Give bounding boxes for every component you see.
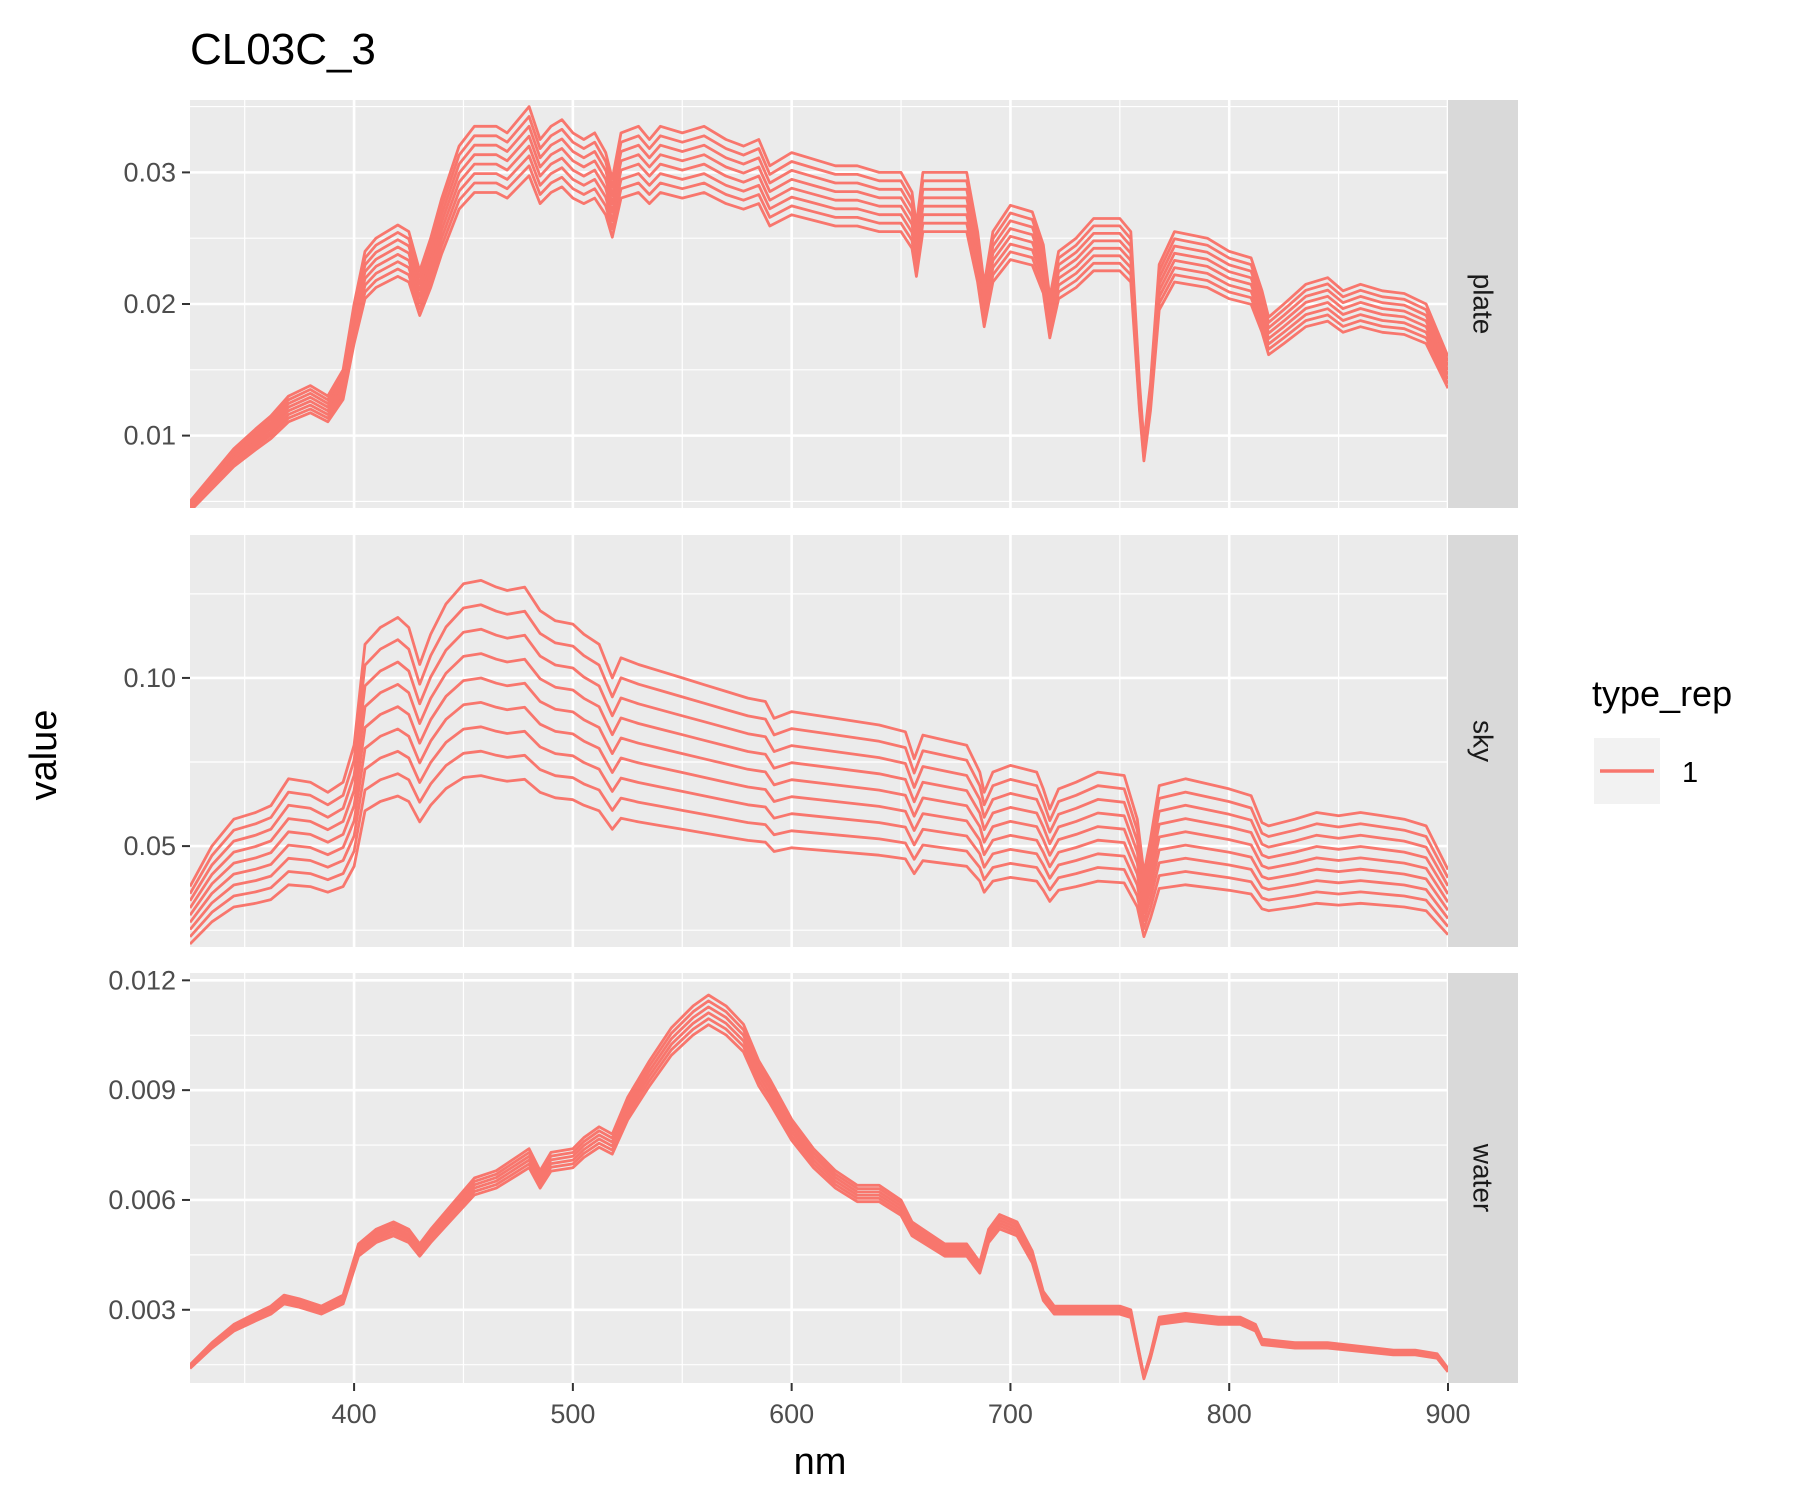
series-line	[190, 749, 1448, 938]
series-line	[190, 1023, 1448, 1381]
x-tick-label: 600	[769, 1399, 814, 1429]
legend: type_rep 1	[1592, 673, 1732, 804]
series-line	[190, 652, 1448, 909]
x-tick-label: 700	[988, 1399, 1033, 1429]
series-line	[190, 774, 1448, 945]
y-tick-label: 0.012	[108, 965, 176, 995]
panel-background	[190, 973, 1448, 1383]
facet-strip	[1448, 535, 1518, 947]
series-line	[190, 579, 1448, 888]
series-lines-sky	[190, 579, 1448, 945]
series-line	[190, 124, 1448, 506]
facet-strip	[1448, 100, 1518, 508]
series-line	[190, 154, 1448, 508]
series-line	[190, 701, 1448, 924]
series-line	[190, 676, 1448, 917]
facet-panels: 0.010.020.03plate0.050.10sky0.0030.0060.…	[108, 100, 1518, 1429]
series-line	[190, 603, 1448, 895]
y-tick-label: 0.02	[123, 289, 176, 319]
y-tick-label: 0.006	[108, 1185, 176, 1215]
series-line	[190, 115, 1448, 504]
y-tick-label: 0.003	[108, 1295, 176, 1325]
legend-title: type_rep	[1592, 673, 1732, 714]
y-tick-label: 0.03	[123, 157, 176, 187]
facet-strip-label-plate: plate	[1468, 274, 1499, 335]
y-tick-label: 0.01	[123, 421, 176, 451]
x-tick-label: 900	[1425, 1399, 1470, 1429]
y-tick-label: 0.10	[123, 663, 176, 693]
legend-label: 1	[1682, 757, 1698, 789]
x-tick-label: 500	[550, 1399, 595, 1429]
facet-panel-sky: 0.05 0.10 sky	[123, 535, 1518, 947]
series-lines-plate	[190, 105, 1448, 508]
facet-panel-water: 0.003 0.006 0.009 0.012 water	[108, 965, 1518, 1383]
chart-title: CL03C_3	[190, 25, 376, 74]
facet-strip-label-sky: sky	[1468, 720, 1499, 762]
series-line	[190, 1011, 1448, 1379]
series-line	[190, 999, 1448, 1378]
series-line	[190, 105, 1448, 503]
series-line	[190, 144, 1448, 508]
series-line	[190, 993, 1448, 1378]
facet-strip	[1448, 973, 1518, 1383]
series-line	[190, 1017, 1448, 1380]
series-line	[190, 134, 1448, 507]
series-lines-water	[190, 993, 1448, 1381]
series-line	[190, 627, 1448, 902]
facet-panel-plate: 0.01 0.02 0.03 plate	[123, 100, 1518, 508]
y-tick-label: 0.009	[108, 1075, 176, 1105]
x-tick-label: 400	[332, 1399, 377, 1429]
x-tick-label: 800	[1207, 1399, 1252, 1429]
series-line	[190, 164, 1448, 508]
series-line	[191, 174, 1448, 508]
y-tick-label: 0.05	[123, 831, 176, 861]
y-axis-title: value	[23, 710, 65, 801]
x-axis: 400 500 600 700 800 900	[332, 1383, 1471, 1429]
series-line	[190, 725, 1448, 931]
x-axis-title: nm	[794, 1441, 847, 1483]
facet-strip-label-water: water	[1468, 1143, 1499, 1212]
series-line	[190, 1005, 1448, 1379]
